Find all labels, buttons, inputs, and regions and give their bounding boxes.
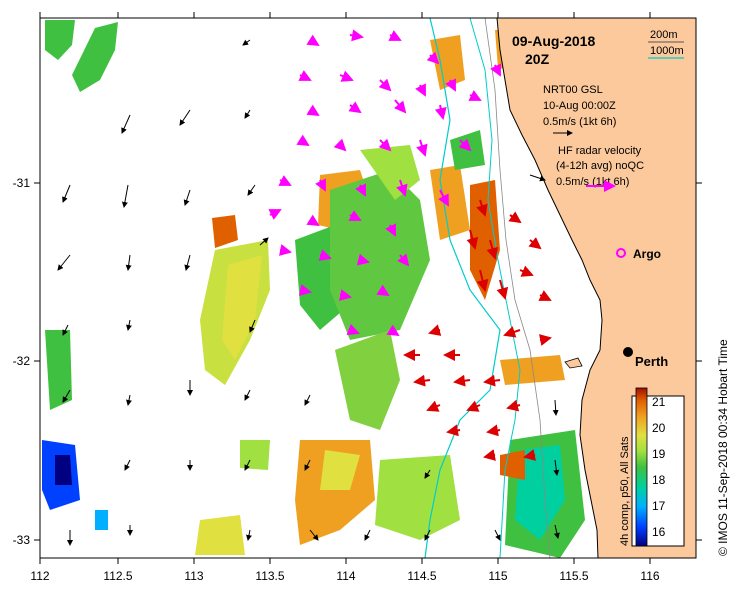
x-tick-label: 112 [30,569,49,583]
depth-label-deep: 1000m [650,45,684,57]
colorbar-label: 4h comp, p50, All Sats [619,436,631,546]
colorbar-tick: 18 [652,473,666,487]
colorbar-gradient [635,387,648,547]
argo-marker [616,248,626,258]
depth-label-shallow: 200m [650,29,678,41]
x-tick-label: 116 [640,569,659,583]
radar-subtitle: (4-12h avg) noQC [556,160,644,172]
colorbar-tick: 19 [652,447,666,461]
x-tick-label: 114.5 [407,569,436,583]
colorbar-tick: 21 [652,395,666,409]
x-axis-labels: 112 112.5 113 113.5 114 114.5 115 115.5 … [30,569,659,583]
plot-frame [39,17,697,559]
perth-label: Perth [635,354,668,369]
radar-title: HF radar velocity [558,145,642,157]
title-date: 09-Aug-2018 [512,33,595,49]
model-name: NRT00 GSL [543,84,603,96]
depth-legend: 200m 1000m [648,29,684,59]
radar-vectors [268,29,501,337]
isobath-1000m [424,18,501,558]
isobath-200m-dark [484,18,551,558]
colorbar-ticks: 21 20 19 18 17 16 [652,395,666,539]
title-time: 20Z [525,51,550,67]
colorbar-tick: 17 [652,499,666,513]
perth-marker [623,347,633,357]
x-tick-label: 112.5 [103,569,132,583]
credit-text: © IMOS 11-Sep-2018 00:34 Hobart Time [716,339,730,556]
argo-label: Argo [633,247,661,261]
colorbar-tick: 20 [652,421,666,435]
model-vectors [57,39,560,546]
model-time: 10-Aug 00:00Z [543,100,616,112]
rottnest-island [564,357,583,369]
tick-marks [34,12,702,564]
strong-vectors [403,199,552,461]
map-title: 09-Aug-2018 20Z [512,33,595,67]
x-tick-label: 114 [336,569,355,583]
x-tick-label: 113.5 [255,569,284,583]
x-tick-label: 115 [488,569,507,583]
y-tick-label: -33 [13,533,31,547]
x-tick-label: 113 [184,569,203,583]
colorbar-tick: 16 [652,525,666,539]
y-tick-label: -32 [13,354,31,368]
model-scale: 0.5m/s (1kt 6h) [543,116,616,128]
y-tick-label: -31 [13,176,31,190]
x-tick-label: 115.5 [559,569,588,583]
vector-legend: NRT00 GSL 10-Aug 00:00Z 0.5m/s (1kt 6h) … [543,84,644,192]
y-axis-labels: -31 -32 -33 [13,176,31,547]
